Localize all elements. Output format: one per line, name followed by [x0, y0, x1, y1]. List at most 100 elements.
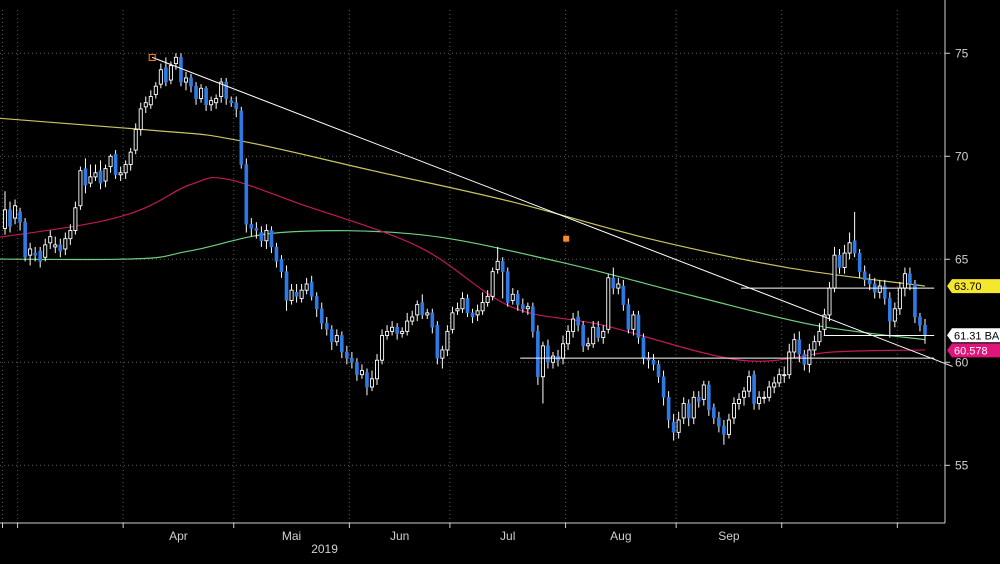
candle — [219, 77, 224, 103]
candle — [686, 399, 691, 427]
candle — [671, 413, 676, 441]
candle — [656, 360, 661, 383]
candle-body-down — [249, 224, 254, 229]
candle-body-down — [536, 331, 540, 377]
candle — [611, 267, 616, 295]
candle — [792, 333, 797, 359]
candle — [345, 345, 349, 365]
candle-body-up — [158, 69, 163, 85]
candle-body-up — [726, 419, 731, 435]
candle-body-down — [269, 230, 274, 248]
candle-body-down — [913, 283, 917, 318]
candle — [902, 267, 907, 297]
candle — [626, 298, 631, 334]
candle — [550, 352, 555, 369]
candle-body-up — [455, 308, 460, 312]
y-tick-label: 70 — [955, 149, 969, 163]
candle-body-up — [757, 396, 762, 404]
candle — [359, 364, 364, 379]
candle-body-down — [581, 324, 585, 347]
candle — [13, 199, 18, 225]
candle — [279, 255, 284, 278]
candle-body-down — [284, 271, 289, 301]
candle-body-up — [767, 386, 772, 398]
candle — [18, 207, 22, 231]
candle — [877, 279, 882, 299]
candle-body-down — [923, 324, 927, 336]
candle-body-up — [792, 339, 797, 353]
candle-body-up — [842, 252, 847, 268]
candle-body-up — [591, 326, 596, 345]
candle-body-up — [847, 242, 852, 254]
candle-body-down — [204, 88, 208, 106]
candle-body-up — [148, 96, 153, 106]
candle — [269, 226, 274, 254]
candle-body-up — [78, 170, 83, 207]
candle — [209, 96, 214, 111]
candle — [380, 329, 385, 365]
candle — [450, 306, 455, 334]
candle-body-down — [888, 298, 892, 322]
candle-body-up — [410, 316, 415, 322]
candle — [842, 244, 847, 274]
candle — [385, 325, 390, 340]
candle — [646, 352, 651, 369]
candle-body-up — [425, 312, 430, 316]
candle-body-up — [68, 229, 73, 240]
grid-layer — [0, 10, 945, 523]
candle — [254, 222, 259, 239]
candle — [465, 294, 470, 317]
candle — [415, 300, 420, 322]
candle — [521, 298, 525, 313]
candle — [867, 273, 872, 291]
candle — [857, 248, 862, 278]
candle-body-up — [168, 65, 173, 81]
candle-body-down — [234, 102, 239, 110]
x-tick-label: Jun — [390, 529, 409, 543]
candle-body-down — [656, 364, 661, 377]
candle-body-down — [350, 357, 354, 363]
candle-body-up — [782, 374, 787, 377]
annotations — [148, 53, 953, 367]
ma-magenta-line — [0, 176, 926, 362]
candle-body-down — [521, 304, 525, 309]
candle — [168, 61, 173, 85]
candle-body-up — [762, 396, 767, 399]
candle-body-up — [63, 238, 68, 250]
candle-body-up — [631, 314, 636, 330]
y-tick-label: 75 — [955, 46, 969, 60]
candle-body-up — [817, 330, 822, 343]
candle — [294, 284, 299, 303]
candle-body-down — [626, 304, 631, 330]
candle-body-down — [254, 228, 259, 231]
candle-body-down — [546, 345, 550, 363]
candle-body-up — [103, 168, 108, 182]
candle — [918, 312, 922, 332]
candle-body-up — [586, 343, 591, 347]
candle-body-down — [837, 254, 842, 268]
x-tick-label: Aug — [610, 529, 631, 543]
candle-body-up — [183, 77, 188, 83]
candle — [797, 331, 802, 363]
candle — [616, 277, 621, 295]
candle — [767, 380, 772, 402]
candle — [470, 308, 475, 324]
candle — [586, 337, 591, 350]
candle-body-up — [375, 359, 380, 380]
candle-body-up — [143, 102, 148, 108]
candle-body-up — [691, 396, 696, 419]
candle — [123, 160, 128, 179]
candle — [204, 86, 208, 111]
candle-body-up — [807, 349, 812, 365]
candle — [888, 292, 892, 338]
candle — [475, 304, 480, 322]
candle — [712, 403, 716, 425]
candle-body-down — [319, 308, 324, 324]
trendline — [152, 56, 953, 367]
candle — [812, 335, 817, 357]
candle-body-down — [696, 397, 701, 402]
candle — [73, 201, 78, 235]
candle — [566, 325, 571, 350]
candle-body-up — [877, 285, 882, 293]
candle-body-down — [797, 339, 802, 355]
